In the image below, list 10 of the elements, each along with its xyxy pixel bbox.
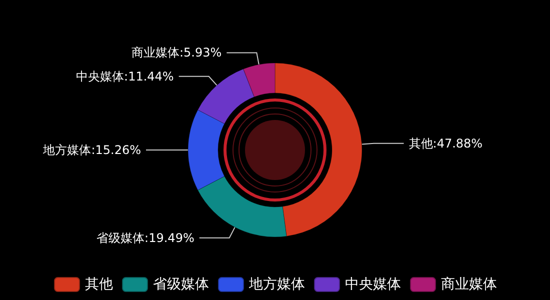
data-label: 其他:47.88% xyxy=(408,136,483,150)
data-label: 中央媒体:11.44% xyxy=(76,69,174,84)
legend-label: 省级媒体 xyxy=(153,276,209,292)
legend-label: 地方媒体 xyxy=(248,276,305,292)
legend-label: 商业媒体 xyxy=(441,276,497,292)
data-label: 地方媒体:15.26% xyxy=(42,143,141,157)
legend-label: 其他 xyxy=(85,276,113,292)
data-label: 省级媒体:19.49% xyxy=(96,230,194,245)
data-label: 商业媒体:5.93% xyxy=(131,46,222,60)
legend-label: 中央媒体 xyxy=(345,276,401,292)
